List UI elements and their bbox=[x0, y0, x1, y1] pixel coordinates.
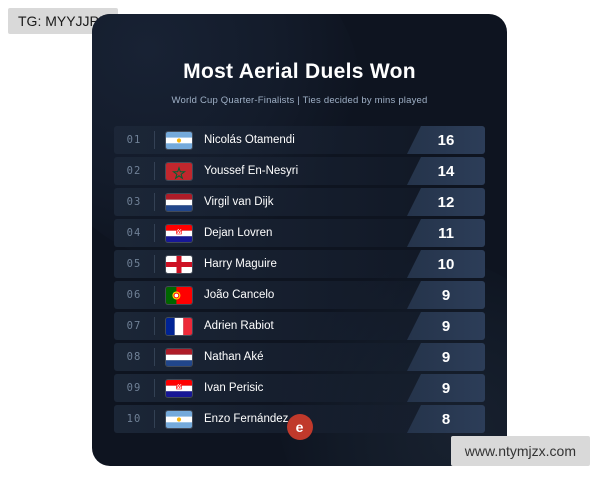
flag-icon-croatia bbox=[166, 224, 192, 242]
value-cell: 12 bbox=[407, 188, 485, 216]
table-row: 04 Dejan Lovren 11 bbox=[114, 219, 485, 247]
infographic-card: Most Aerial Duels Won World Cup Quarter-… bbox=[92, 14, 507, 466]
value-background bbox=[407, 312, 485, 340]
player-name: Virgil van Dijk bbox=[204, 196, 274, 208]
flag-icon-england bbox=[166, 255, 192, 273]
player-name: Adrien Rabiot bbox=[204, 320, 274, 332]
value-label: 14 bbox=[437, 162, 455, 180]
player-name: Harry Maguire bbox=[204, 258, 277, 270]
rank-label: 03 bbox=[126, 196, 142, 208]
player-name: João Cancelo bbox=[204, 289, 275, 301]
player-name: Youssef En-Nesyri bbox=[204, 165, 299, 177]
row-divider bbox=[154, 317, 155, 335]
row-divider bbox=[154, 255, 155, 273]
table-row: 07 Adrien Rabiot 9 bbox=[114, 312, 485, 340]
table-row: 08 Nathan Aké 9 bbox=[114, 343, 485, 371]
value-background bbox=[407, 126, 485, 154]
rank-label: 09 bbox=[126, 382, 142, 394]
value-cell: 8 bbox=[407, 405, 485, 433]
page-title: Most Aerial Duels Won bbox=[183, 60, 416, 83]
value-cell: 9 bbox=[407, 374, 485, 402]
value-background bbox=[407, 157, 485, 185]
value-background bbox=[407, 374, 485, 402]
rank-label: 05 bbox=[126, 258, 142, 270]
value-cell: 16 bbox=[407, 126, 485, 154]
player-name: Ivan Perisic bbox=[204, 382, 264, 394]
table-row: 03 Virgil van Dijk 12 bbox=[114, 188, 485, 216]
value-label: 9 bbox=[441, 348, 451, 366]
rank-label: 07 bbox=[126, 320, 142, 332]
value-background bbox=[407, 219, 485, 247]
player-name: Enzo Fernández bbox=[204, 413, 289, 425]
rank-label: 08 bbox=[126, 351, 142, 363]
rank-label: 10 bbox=[126, 413, 142, 425]
value-cell: 10 bbox=[407, 250, 485, 278]
value-label: 9 bbox=[441, 286, 451, 304]
value-label: 9 bbox=[441, 379, 451, 397]
value-label: 11 bbox=[438, 224, 454, 242]
table-row: 01 Nicolás Otamendi 16 bbox=[114, 126, 485, 154]
row-divider bbox=[154, 286, 155, 304]
table-row: 05 Harry Maguire 10 bbox=[114, 250, 485, 278]
row-divider bbox=[154, 162, 155, 180]
rank-label: 02 bbox=[126, 165, 142, 177]
watermark: www.ntymjzx.com bbox=[450, 436, 590, 466]
brand-logo-icon: e bbox=[286, 414, 313, 440]
table-row: 06 João Cancelo 9 bbox=[114, 281, 485, 309]
flag-icon-france bbox=[166, 317, 192, 335]
flag-icon-morocco bbox=[166, 162, 192, 180]
row-divider bbox=[154, 193, 155, 211]
value-cell: 14 bbox=[407, 157, 485, 185]
value-cell: 9 bbox=[407, 281, 485, 309]
value-label: 12 bbox=[437, 193, 455, 211]
value-label: 8 bbox=[441, 410, 451, 428]
rank-label: 04 bbox=[126, 227, 142, 239]
row-divider bbox=[154, 131, 155, 149]
table-row: 02 Youssef En-Nesyri 14 bbox=[114, 157, 485, 185]
player-name: Nathan Aké bbox=[204, 351, 264, 363]
flag-icon-argentina bbox=[166, 131, 192, 149]
value-label: 10 bbox=[437, 255, 455, 273]
row-divider bbox=[154, 410, 155, 428]
value-background bbox=[407, 250, 485, 278]
value-background bbox=[407, 343, 485, 371]
row-divider bbox=[154, 379, 155, 397]
flag-icon-netherlands bbox=[166, 193, 192, 211]
table-row: 09 Ivan Perisic 9 bbox=[114, 374, 485, 402]
value-background bbox=[407, 281, 485, 309]
value-background bbox=[407, 188, 485, 216]
value-label: 9 bbox=[441, 317, 451, 335]
value-cell: 9 bbox=[407, 343, 485, 371]
flag-icon-argentina bbox=[166, 410, 192, 428]
value-cell: 9 bbox=[407, 312, 485, 340]
value-cell: 11 bbox=[407, 219, 485, 247]
row-divider bbox=[154, 224, 155, 242]
ranking-list: 01 Nicolás Otamendi 16 02 Youssef En-Nesyri 1… bbox=[114, 126, 485, 433]
subtitle: World Cup Quarter-Finalists | Ties decid… bbox=[171, 95, 428, 106]
rank-label: 06 bbox=[126, 289, 142, 301]
player-name: Nicolás Otamendi bbox=[204, 134, 295, 146]
flag-icon-portugal bbox=[166, 286, 192, 304]
value-label: 16 bbox=[437, 131, 455, 149]
row-divider bbox=[154, 348, 155, 366]
flag-icon-netherlands bbox=[166, 348, 192, 366]
table-row: 10 Enzo Fernández 8 bbox=[114, 405, 485, 433]
rank-label: 01 bbox=[126, 134, 142, 146]
flag-icon-croatia bbox=[166, 379, 192, 397]
value-background bbox=[407, 405, 485, 433]
player-name: Dejan Lovren bbox=[204, 227, 273, 239]
